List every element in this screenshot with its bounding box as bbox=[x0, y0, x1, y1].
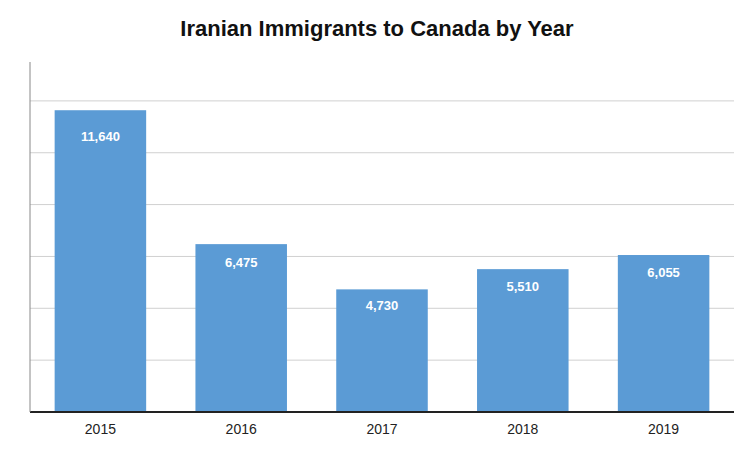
grid-line bbox=[30, 100, 734, 101]
data-labels: 11,640 6,475 4,730 5,510 6,055 bbox=[81, 129, 680, 312]
chart-container: Iranian Immigrants to Canada by Year 11,6… bbox=[0, 0, 754, 454]
x-axis-line bbox=[30, 411, 734, 413]
bars bbox=[55, 110, 710, 412]
chart-title: Iranian Immigrants to Canada by Year bbox=[180, 16, 574, 41]
x-tick-label: 2018 bbox=[507, 421, 538, 437]
bar bbox=[195, 244, 287, 412]
x-tick-label: 2019 bbox=[648, 421, 679, 437]
x-ticks: 2015 2016 2017 2018 2019 bbox=[85, 421, 680, 437]
x-tick-label: 2015 bbox=[85, 421, 116, 437]
chart-svg: Iranian Immigrants to Canada by Year 11,6… bbox=[0, 0, 754, 454]
data-label: 6,055 bbox=[647, 265, 680, 280]
y-axis-line bbox=[30, 62, 31, 412]
data-label: 5,510 bbox=[507, 279, 540, 294]
bar bbox=[618, 255, 710, 412]
bar bbox=[336, 289, 428, 412]
bar bbox=[55, 110, 147, 412]
data-label: 11,640 bbox=[81, 129, 120, 144]
data-label: 4,730 bbox=[366, 298, 399, 313]
x-tick-label: 2017 bbox=[366, 421, 397, 437]
x-tick-label: 2016 bbox=[226, 421, 257, 437]
bar bbox=[477, 269, 569, 412]
data-label: 6,475 bbox=[225, 255, 258, 270]
